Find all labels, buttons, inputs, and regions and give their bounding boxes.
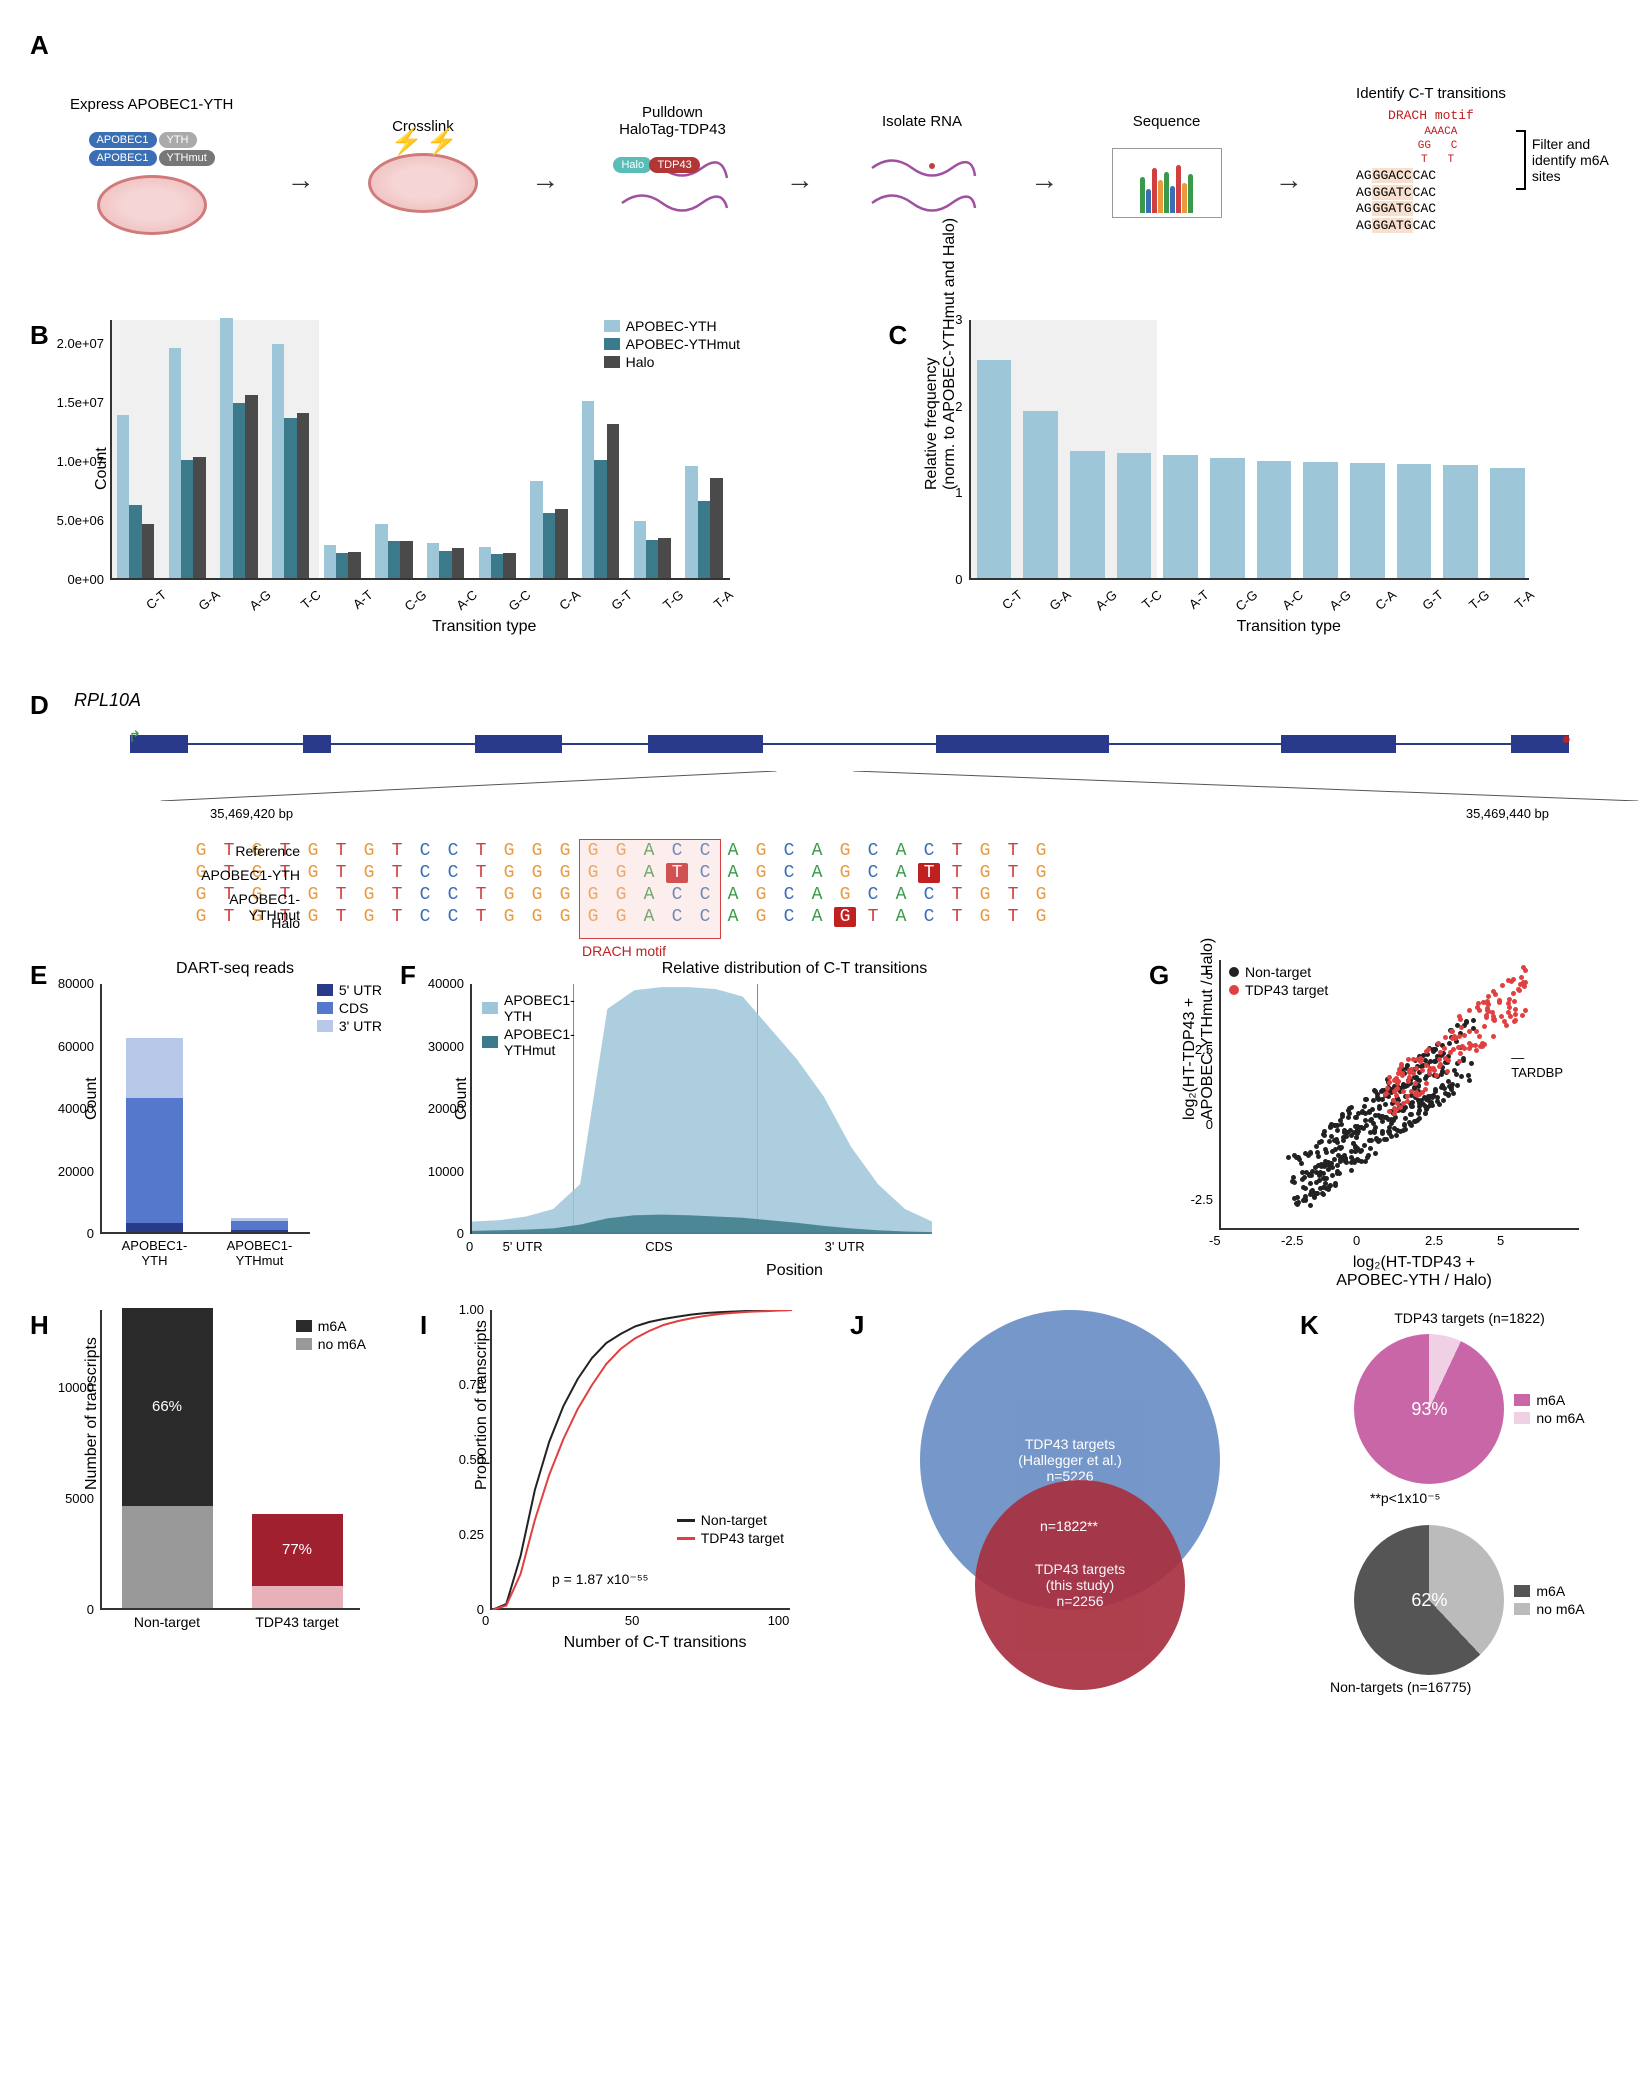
panel-label-g: G bbox=[1149, 960, 1169, 991]
lightning-icon-1: ⚡ bbox=[391, 126, 423, 157]
ythmut-pill: YTHmut bbox=[159, 150, 215, 166]
wf-step-crosslink: Crosslink ⚡ ⚡ bbox=[368, 107, 478, 213]
aligned-seq-2: AGGGATGCAC bbox=[1356, 201, 1506, 218]
wf-step-express: Express APOBEC1-YTH APOBEC1YTH APOBEC1YT… bbox=[70, 85, 233, 235]
wf-arrow-5: → bbox=[1271, 164, 1307, 196]
row-bc: B 0e+005.0e+061.0e+071.5e+072.0e+07C-TG-… bbox=[30, 320, 1609, 660]
panel-i: I 00.250.500.751.00050100p = 1.87 x10⁻⁵⁵… bbox=[420, 1310, 820, 1695]
panel-e: E DART-seq reads020000400006000080000APO… bbox=[30, 960, 370, 1280]
dish-2: ⚡ ⚡ bbox=[368, 153, 478, 213]
chart-i: 00.250.500.751.00050100p = 1.87 x10⁻⁵⁵No… bbox=[490, 1310, 820, 1670]
panel-label-j: J bbox=[850, 1310, 864, 1341]
wf-title-3: Isolate RNA bbox=[882, 102, 962, 140]
panel-h: H 050001000066%Non-target77%TDP43 target… bbox=[30, 1310, 390, 1695]
panel-a: A Express APOBEC1-YTH APOBEC1YTH APOBEC1… bbox=[30, 30, 1609, 290]
apobec-pill-2: APOBEC1 bbox=[89, 150, 157, 166]
aligned-seq-1: AGGGATCCAC bbox=[1356, 185, 1506, 202]
lightning-icon-2: ⚡ bbox=[426, 126, 458, 157]
panel-label-i: I bbox=[420, 1310, 427, 1341]
drach-title: DRACH motif bbox=[1356, 108, 1506, 125]
panel-j: J TDP43 targets (Hallegger et al.) n=522… bbox=[850, 1310, 1270, 1695]
chart-g: -5-2.502.55-2.502.55— TARDBPNon-targetTD… bbox=[1219, 960, 1609, 1280]
panel-label-d: D bbox=[30, 690, 49, 721]
coord-left: 35,469,420 bp bbox=[210, 806, 293, 821]
panel-label-k: K bbox=[1300, 1310, 1319, 1341]
motif-block: DRACH motif AAACA GG C T T AGGGACCCAC AG… bbox=[1356, 108, 1506, 235]
aligned-seq-3: AGGGATGCAC bbox=[1356, 218, 1506, 235]
wf-step-identify: Identify C-T transitions DRACH motif AAA… bbox=[1356, 85, 1609, 235]
wf-step-pulldown: Pulldown HaloTag-TDP43 Halo TDP43 bbox=[612, 102, 732, 218]
seq-grid: GTGTGTGTCCTGGGGGACCAGCAGCACTGTGReference… bbox=[190, 841, 1569, 927]
workflow: Express APOBEC1-YTH APOBEC1YTH APOBEC1YT… bbox=[30, 30, 1609, 290]
wf-title-0: Express APOBEC1-YTH bbox=[70, 85, 233, 123]
chart-b: 0e+005.0e+061.0e+071.5e+072.0e+07C-TG-AA… bbox=[110, 320, 859, 660]
panel-k: K TDP43 targets (n=1822)93%m6Ano m6A**p<… bbox=[1300, 1310, 1609, 1695]
panel-label-h: H bbox=[30, 1310, 49, 1341]
wf-arrow-4: → bbox=[1026, 164, 1062, 196]
wf-arrow-3: → bbox=[782, 164, 818, 196]
figure-root: A Express APOBEC1-YTH APOBEC1YTH APOBEC1… bbox=[30, 30, 1609, 1695]
venn-j: TDP43 targets (Hallegger et al.) n=5226T… bbox=[870, 1310, 1270, 1670]
rna-isolated-icon bbox=[867, 148, 977, 218]
chart-c: 0123C-TG-AA-GT-CA-TC-GA-CA-GC-AG-TT-GT-A… bbox=[969, 320, 1609, 660]
chart-h: 050001000066%Non-target77%TDP43 targetm6… bbox=[100, 1310, 390, 1670]
dish-1 bbox=[97, 175, 207, 235]
tss-arrow-icon: ↱ bbox=[128, 727, 141, 747]
coord-right: 35,469,440 bp bbox=[1466, 806, 1549, 821]
wf-title-2: Pulldown HaloTag-TDP43 bbox=[619, 102, 726, 140]
polya-icon: ● bbox=[1561, 731, 1571, 749]
gene-name: RPL10A bbox=[74, 690, 1609, 711]
wf-title-4: Sequence bbox=[1133, 102, 1201, 140]
filter-label: Filter and identify m6A sites bbox=[1532, 136, 1609, 184]
panel-label-e: E bbox=[30, 960, 47, 991]
aligned-seq-0: AGGGACCCAC bbox=[1356, 168, 1506, 185]
wf-step-sequence: Sequence bbox=[1112, 102, 1222, 218]
row-hijk: H 050001000066%Non-target77%TDP43 target… bbox=[30, 1310, 1609, 1695]
wf-title-5: Identify C-T transitions bbox=[1356, 85, 1506, 102]
panel-label-a: A bbox=[30, 30, 49, 61]
panel-d: D RPL10A ↱ ● 35,469,420 bp 35,469,440 bp… bbox=[30, 690, 1609, 930]
wf-arrow-1: → bbox=[283, 164, 319, 196]
chart-f: Relative distribution of C-T transitions… bbox=[470, 960, 1119, 1280]
panel-label-f: F bbox=[400, 960, 416, 991]
seq-trace-icon bbox=[1112, 148, 1222, 218]
tdp-pill: TDP43 bbox=[649, 157, 699, 173]
row-efg: E DART-seq reads020000400006000080000APO… bbox=[30, 960, 1609, 1280]
pies-k: TDP43 targets (n=1822)93%m6Ano m6A**p<1x… bbox=[1330, 1310, 1609, 1695]
chart-e: DART-seq reads020000400006000080000APOBE… bbox=[100, 960, 370, 1280]
zoom-lines bbox=[130, 771, 1639, 801]
panel-label-c: C bbox=[889, 320, 908, 351]
panel-b: B 0e+005.0e+061.0e+071.5e+072.0e+07C-TG-… bbox=[30, 320, 859, 660]
drach-consensus: AAACA GG C T T bbox=[1356, 125, 1506, 168]
panel-f: F Relative distribution of C-T transitio… bbox=[400, 960, 1119, 1280]
wf-arrow-2: → bbox=[527, 164, 563, 196]
gene-track: ↱ ● bbox=[130, 721, 1569, 771]
apobec-pill-1: APOBEC1 bbox=[89, 132, 157, 148]
yth-pill: YTH bbox=[159, 132, 197, 148]
wf-step-isolate: Isolate RNA bbox=[867, 102, 977, 218]
panel-c: C 0123C-TG-AA-GT-CA-TC-GA-CA-GC-AG-TT-GT… bbox=[889, 320, 1609, 660]
panel-label-b: B bbox=[30, 320, 49, 351]
halo-pill: Halo bbox=[613, 157, 652, 173]
bracket-icon bbox=[1516, 130, 1526, 190]
panel-g: G -5-2.502.55-2.502.55— TARDBPNon-target… bbox=[1149, 960, 1609, 1280]
